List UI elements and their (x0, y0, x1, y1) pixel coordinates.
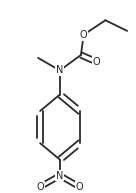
Text: O: O (80, 30, 87, 40)
Text: N: N (56, 171, 64, 181)
Text: O: O (36, 182, 44, 192)
Text: O: O (76, 182, 83, 192)
Text: O: O (93, 57, 100, 67)
Text: N: N (56, 65, 64, 75)
